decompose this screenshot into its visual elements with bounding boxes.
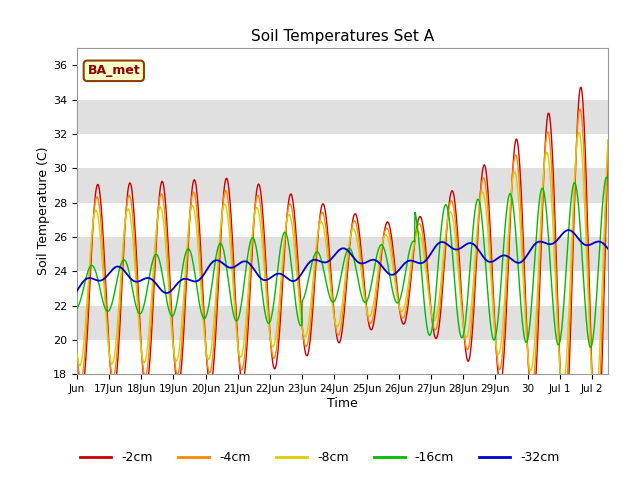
Bar	[77, 203, 608, 237]
Bar	[77, 65, 608, 99]
Bar	[77, 168, 608, 203]
Bar	[77, 306, 608, 340]
Bar	[77, 340, 608, 374]
X-axis label: Time: Time	[327, 397, 358, 410]
Bar	[77, 134, 608, 168]
Text: BA_met: BA_met	[88, 64, 140, 77]
Bar	[77, 237, 608, 271]
Title: Soil Temperatures Set A: Soil Temperatures Set A	[251, 29, 434, 44]
Bar	[77, 271, 608, 306]
Y-axis label: Soil Temperature (C): Soil Temperature (C)	[37, 147, 50, 276]
Legend: -2cm, -4cm, -8cm, -16cm, -32cm: -2cm, -4cm, -8cm, -16cm, -32cm	[75, 446, 565, 469]
Bar	[77, 99, 608, 134]
